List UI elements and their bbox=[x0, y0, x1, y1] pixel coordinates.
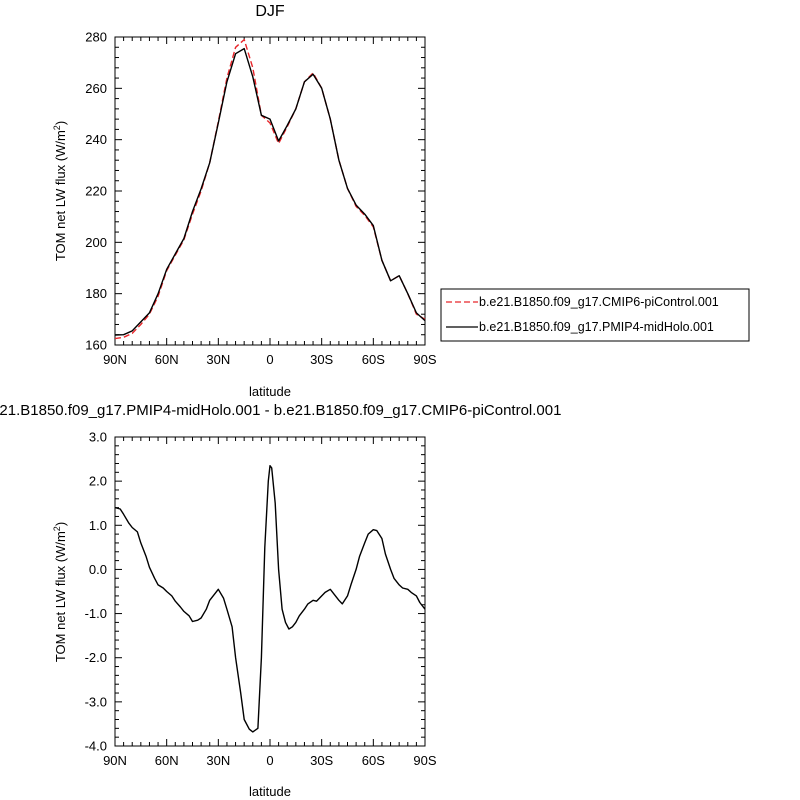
top-xtick-label: 90S bbox=[413, 352, 436, 367]
bottom-ytick-label: -1.0 bbox=[85, 606, 107, 621]
top-ytick-label: 280 bbox=[85, 30, 107, 45]
bottom-ytick-label: 2.0 bbox=[89, 474, 107, 489]
top-ytick-label: 240 bbox=[85, 132, 107, 147]
bottom-ytick-label: -3.0 bbox=[85, 694, 107, 709]
bottom-xtick-label: 0 bbox=[266, 753, 273, 768]
bottom-frame bbox=[114, 436, 426, 747]
legend-box bbox=[440, 288, 750, 342]
bottom-ytick-label: 1.0 bbox=[89, 518, 107, 533]
top-xtick-label: 60N bbox=[155, 352, 179, 367]
legend-entry-2-label: b.e21.B1850.f09_g17.PMIP4-midHolo.001 bbox=[479, 320, 714, 334]
bottom-ytick-label: -2.0 bbox=[85, 650, 107, 665]
top-xtick-label: 90N bbox=[103, 352, 127, 367]
top-ytick-label: 200 bbox=[85, 235, 107, 250]
bottom-panel-ylabel: TOM net LW flux (W/m2) bbox=[52, 522, 68, 662]
bottom-plot-area: 90N 60N 30N 0 30S 60S 90S 3.0 2.0 1.0 0.0 -1.0 -2.0 -… bbox=[85, 430, 437, 769]
top-series-1-line bbox=[114, 38, 426, 340]
top-xtick-label: 0 bbox=[266, 352, 273, 367]
top-plot-area: 90N 60N 30N 0 30S 60S 90S 160 180 200 220 240 260 280 bbox=[85, 30, 437, 368]
bottom-xtick-label: 90S bbox=[413, 753, 436, 768]
top-xtick-label: 60S bbox=[362, 352, 385, 367]
bottom-ytick-label: 0.0 bbox=[89, 562, 107, 577]
top-frame bbox=[114, 36, 426, 346]
top-panel-xlabel: latitude bbox=[249, 384, 291, 399]
top-ytick-label: 260 bbox=[85, 81, 107, 96]
bottom-xtick-label: 30N bbox=[206, 753, 230, 768]
top-series-2-line bbox=[114, 47, 426, 336]
bottom-xtick-label: 90N bbox=[103, 753, 127, 768]
top-xtick-label: 30S bbox=[310, 352, 333, 367]
bottom-panel-title: b.e21.B1850.f09_g17.PMIP4-midHolo.001 - … bbox=[0, 402, 561, 419]
top-ytick-label: 180 bbox=[85, 286, 107, 301]
bottom-panel: b.e21.B1850.f09_g17.PMIP4-midHolo.001 - … bbox=[0, 402, 561, 799]
top-ytick-label: 160 bbox=[85, 338, 107, 353]
top-ytick-label: 220 bbox=[85, 184, 107, 199]
bottom-series-1-line bbox=[114, 465, 426, 733]
top-panel: DJF 90N 60N 30N 0 30S 60S 90S 160 180 200 220 240 26… bbox=[52, 3, 437, 399]
top-xtick-label: 30N bbox=[206, 352, 230, 367]
bottom-xtick-label: 60N bbox=[155, 753, 179, 768]
top-panel-title: DJF bbox=[255, 3, 285, 20]
bottom-xtick-label: 30S bbox=[310, 753, 333, 768]
top-ylabel-end: ) bbox=[53, 121, 68, 125]
bottom-ytick-label: -4.0 bbox=[85, 739, 107, 754]
bottom-panel-xlabel: latitude bbox=[249, 784, 291, 799]
bottom-ylabel-end: ) bbox=[53, 522, 68, 526]
top-ylabel-main: TOM net LW flux (W/m bbox=[53, 130, 68, 261]
bottom-xtick-label: 60S bbox=[362, 753, 385, 768]
legend: b.e21.B1850.f09_g17.CMIP6-piControl.001 … bbox=[440, 288, 750, 342]
top-ylabel-sup: 2 bbox=[52, 125, 62, 130]
bottom-ytick-label: 3.0 bbox=[89, 430, 107, 445]
bottom-ylabel-sup: 2 bbox=[52, 526, 62, 531]
bottom-ylabel-main: TOM net LW flux (W/m bbox=[53, 531, 68, 662]
legend-entry-1-label: b.e21.B1850.f09_g17.CMIP6-piControl.001 bbox=[479, 295, 719, 309]
top-panel-ylabel: TOM net LW flux (W/m2) bbox=[52, 121, 68, 261]
